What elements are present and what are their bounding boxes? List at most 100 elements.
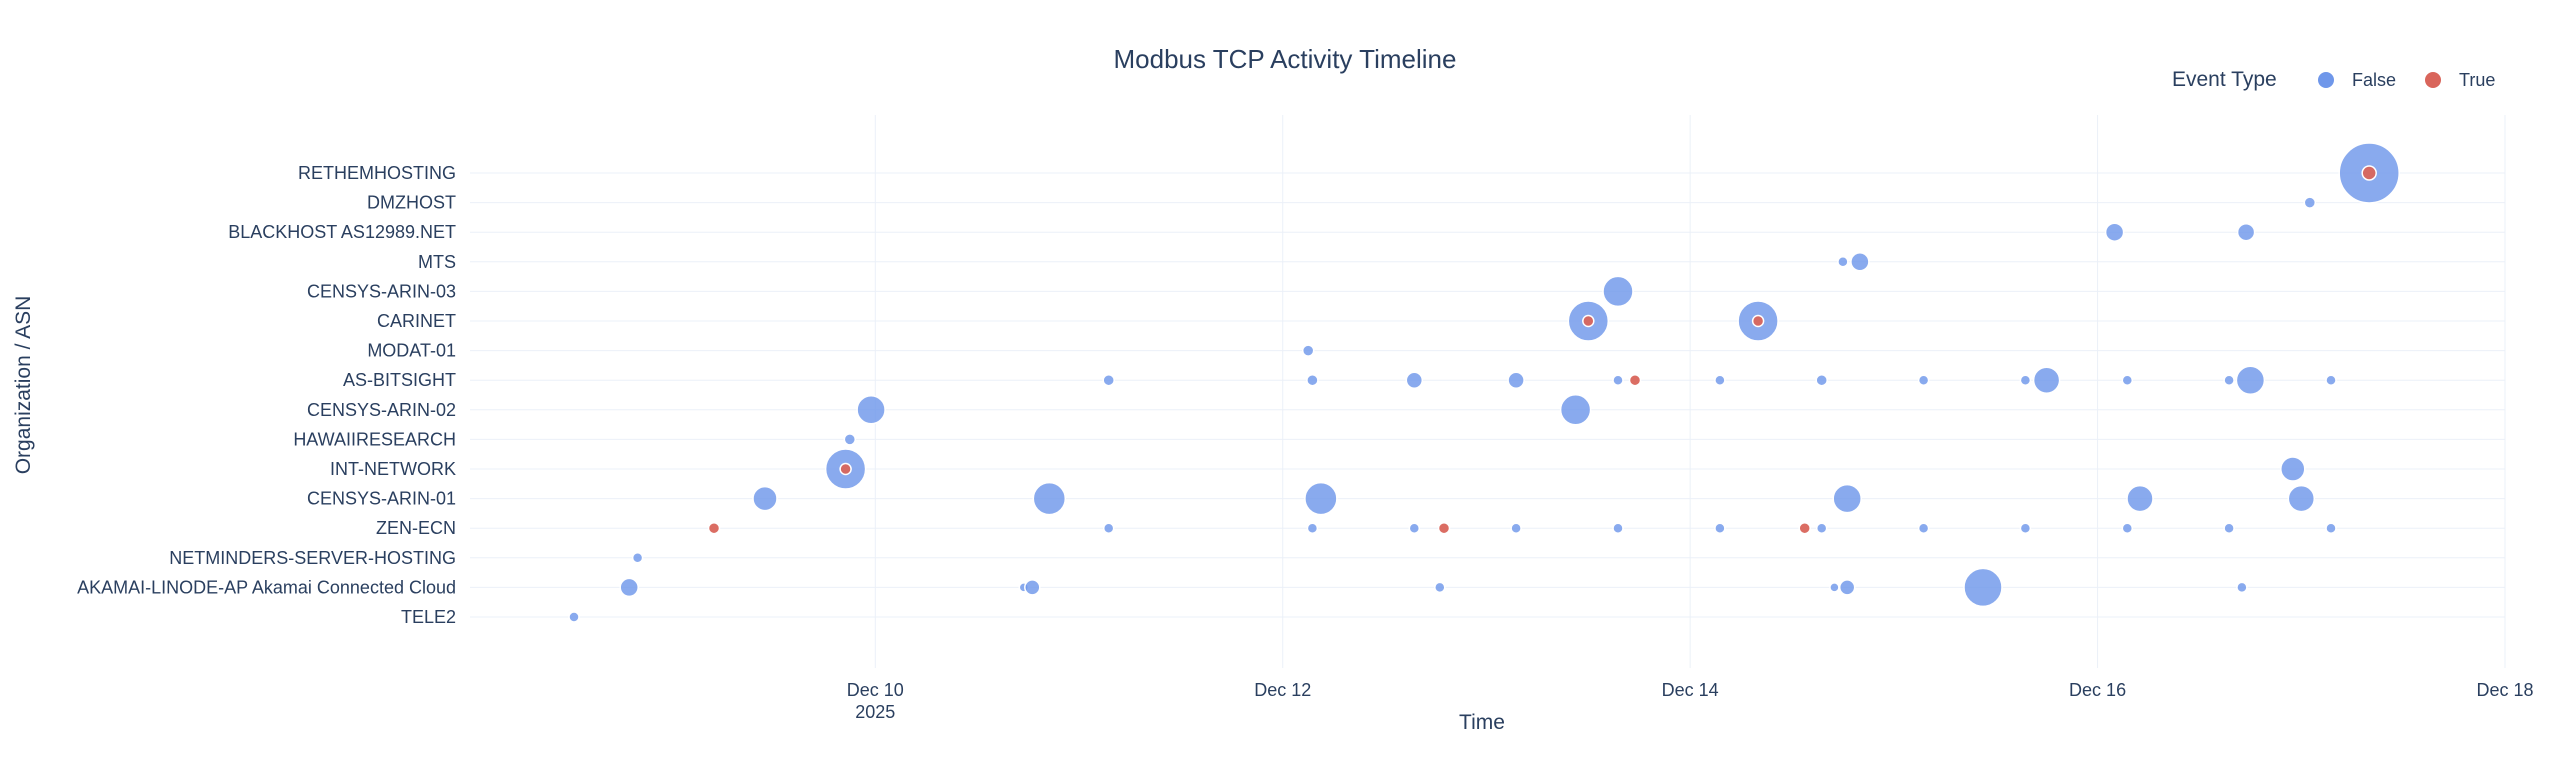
- data-point[interactable]: [631, 552, 644, 564]
- data-point[interactable]: [1437, 521, 1451, 535]
- data-point[interactable]: [1102, 522, 1115, 534]
- y-tick-label: AKAMAI-LINODE-AP Akamai Connected Cloud: [77, 577, 456, 597]
- data-point[interactable]: [2325, 374, 2337, 386]
- data-point[interactable]: [1612, 374, 1624, 386]
- x-tick-label: Dec 18: [2476, 680, 2533, 700]
- y-tick-label: MTS: [418, 252, 456, 272]
- x-tick-label: Dec 16: [2069, 680, 2126, 700]
- y-tick-label: CARINET: [377, 311, 456, 331]
- data-point[interactable]: [843, 433, 857, 446]
- data-point[interactable]: [856, 395, 886, 425]
- data-point[interactable]: [2235, 365, 2266, 395]
- data-point[interactable]: [752, 485, 778, 512]
- data-point[interactable]: [568, 611, 580, 623]
- data-point[interactable]: [2032, 366, 2061, 394]
- data-point[interactable]: [1838, 579, 1856, 596]
- data-point[interactable]: [2280, 456, 2306, 482]
- chart-title: Modbus TCP Activity Timeline: [1114, 44, 1457, 74]
- data-point[interactable]: [2223, 374, 2235, 386]
- y-tick-label: INT-NETWORK: [330, 459, 456, 479]
- data-point[interactable]: [707, 521, 721, 535]
- data-point[interactable]: [839, 462, 852, 476]
- data-point[interactable]: [1963, 567, 2003, 608]
- data-point[interactable]: [1714, 522, 1726, 534]
- data-point[interactable]: [2019, 522, 2032, 534]
- data-point[interactable]: [1917, 522, 1930, 534]
- data-point[interactable]: [1798, 521, 1811, 535]
- legend: Event Type False True: [2172, 68, 2495, 91]
- legend-marker-true: [2425, 72, 2441, 88]
- data-point[interactable]: [2361, 165, 2377, 181]
- x-tick-label: Dec 14: [1662, 680, 1719, 700]
- data-point[interactable]: [2121, 374, 2134, 386]
- data-point[interactable]: [1837, 256, 1849, 268]
- data-point[interactable]: [1405, 371, 1424, 389]
- data-point[interactable]: [1751, 314, 1765, 328]
- series-true: [707, 165, 2377, 535]
- data-point[interactable]: [1408, 522, 1421, 534]
- legend-marker-false: [2318, 72, 2334, 88]
- data-point[interactable]: [2223, 522, 2235, 534]
- data-point[interactable]: [1510, 522, 1522, 534]
- legend-item-true[interactable]: True: [2425, 70, 2495, 90]
- data-point[interactable]: [1306, 373, 1319, 387]
- y-tick-label: CENSYS-ARIN-02: [307, 400, 456, 420]
- data-point[interactable]: [1301, 344, 1315, 357]
- data-point[interactable]: [1032, 481, 1067, 516]
- data-point[interactable]: [1815, 522, 1828, 534]
- y-tick-label: MODAT-01: [367, 341, 456, 361]
- y-tick-label: NETMINDERS-SERVER-HOSTING: [169, 548, 456, 568]
- legend-title: Event Type: [2172, 68, 2277, 91]
- y-tick-label: RETHEMHOSTING: [298, 163, 456, 183]
- gridlines: [470, 115, 2506, 668]
- y-tick-label: DMZHOST: [367, 193, 456, 213]
- data-point[interactable]: [2236, 222, 2256, 242]
- y-tick-labels: RETHEMHOSTING DMZHOST BLACKHOST AS12989.NE…: [77, 163, 456, 627]
- y-tick-label: BLACKHOST AS12989.NET: [228, 222, 456, 242]
- data-point[interactable]: [2236, 581, 2248, 594]
- data-point[interactable]: [2126, 484, 2154, 513]
- x-tick-label: Dec 12: [1254, 680, 1311, 700]
- data-point[interactable]: [1304, 481, 1338, 516]
- data-point[interactable]: [1815, 373, 1828, 387]
- y-tick-label: AS-BITSIGHT: [343, 370, 456, 390]
- data-point[interactable]: [1102, 373, 1115, 387]
- x-tick-label: Dec 10: [847, 680, 904, 700]
- data-point[interactable]: [1829, 582, 1840, 593]
- y-tick-label: CENSYS-ARIN-03: [307, 281, 456, 301]
- data-point[interactable]: [1306, 522, 1319, 534]
- data-point[interactable]: [1612, 522, 1624, 534]
- data-point[interactable]: [2325, 522, 2337, 534]
- legend-label-false: False: [2352, 70, 2396, 90]
- data-point[interactable]: [1507, 371, 1525, 389]
- data-point[interactable]: [1602, 275, 1634, 308]
- data-point[interactable]: [2019, 374, 2032, 386]
- x-axis-title: Time: [1459, 711, 1505, 734]
- data-point[interactable]: [2104, 222, 2125, 242]
- data-point[interactable]: [2121, 522, 2134, 534]
- y-tick-label: TELE2: [401, 607, 456, 627]
- legend-item-false[interactable]: False: [2318, 70, 2396, 90]
- data-point[interactable]: [1850, 252, 1870, 272]
- x-tick-sublabel: 2025: [855, 702, 895, 722]
- data-point[interactable]: [1434, 581, 1446, 594]
- series-false: [568, 142, 2400, 623]
- data-point[interactable]: [1559, 394, 1592, 426]
- y-tick-label: CENSYS-ARIN-01: [307, 489, 456, 509]
- y-tick-label: ZEN-ECN: [376, 518, 456, 538]
- y-tick-label: HAWAIIRESEARCH: [293, 429, 456, 449]
- data-point[interactable]: [1714, 374, 1726, 386]
- data-point[interactable]: [1628, 373, 1642, 387]
- data-point[interactable]: [1024, 579, 1041, 596]
- data-point[interactable]: [2287, 484, 2316, 513]
- data-point[interactable]: [619, 577, 639, 598]
- y-axis-title: Organization / ASN: [12, 296, 35, 475]
- data-point[interactable]: [2303, 196, 2317, 209]
- data-point[interactable]: [1832, 483, 1862, 514]
- data-point[interactable]: [1917, 374, 1930, 386]
- legend-label-true: True: [2459, 70, 2495, 90]
- data-point[interactable]: [1582, 314, 1595, 328]
